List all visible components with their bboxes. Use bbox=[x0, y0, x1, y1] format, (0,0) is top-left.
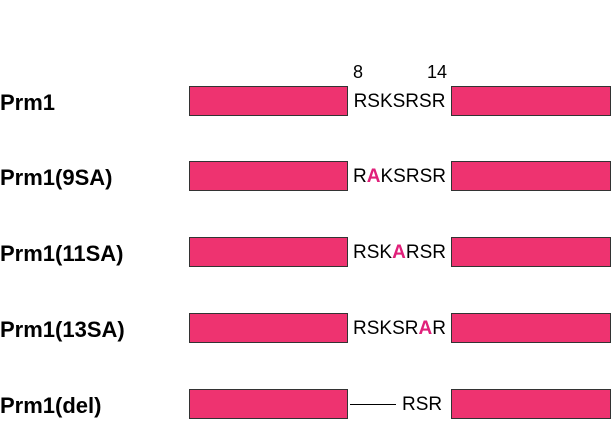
construct-label: Prm1(11SA) bbox=[0, 241, 124, 266]
sequence-text: RSKSRAR bbox=[348, 317, 451, 341]
sequence-segment: RSK bbox=[353, 242, 393, 263]
construct-row-prm1-9sa: Prm1(9SA) RAKSRSR bbox=[0, 161, 611, 195]
protein-segment-right bbox=[451, 237, 611, 267]
construct-row-prm1-13sa: Prm1(13SA) RSKSRAR bbox=[0, 313, 611, 347]
sequence-segment: RSKSRSR bbox=[353, 91, 446, 112]
sequence-text: RAKSRSR bbox=[348, 165, 451, 189]
mutated-residue: A bbox=[418, 318, 433, 339]
sequence-segment: RSR bbox=[405, 242, 446, 263]
position-label-start: 8 bbox=[353, 62, 364, 82]
mutated-residue: A bbox=[392, 242, 406, 263]
construct-label: Prm1(13SA) bbox=[0, 317, 125, 342]
protein-segment-left bbox=[189, 86, 348, 116]
protein-segment-left bbox=[189, 313, 348, 343]
remaining-sequence: RSR bbox=[402, 394, 443, 415]
protein-segment-left bbox=[189, 161, 348, 191]
sequence-segment: R bbox=[432, 318, 446, 339]
protein-segment-right bbox=[451, 389, 611, 419]
sequence-segment: RSKSR bbox=[353, 318, 419, 339]
construct-label: Prm1(9SA) bbox=[0, 165, 113, 190]
construct-row-prm1: Prm1 RSKSRSR bbox=[0, 86, 611, 120]
construct-label: Prm1 bbox=[0, 90, 56, 115]
position-label-end: 14 bbox=[427, 62, 448, 82]
mutated-residue: A bbox=[366, 166, 381, 187]
construct-row-prm1-del: Prm1(del) RSR bbox=[0, 389, 611, 423]
construct-row-prm1-11sa: Prm1(11SA) RSKARSR bbox=[0, 237, 611, 271]
sequence-text: RSKARSR bbox=[348, 241, 451, 265]
sequence-segment: KSRSR bbox=[380, 166, 446, 187]
sequence-segment: R bbox=[353, 166, 367, 187]
protein-segment-left bbox=[189, 389, 348, 419]
sequence-text: RSKSRSR bbox=[348, 90, 451, 114]
construct-label: Prm1(del) bbox=[0, 393, 102, 418]
protein-segment-right bbox=[451, 161, 611, 191]
deletion-line bbox=[350, 404, 396, 405]
protein-segment-right bbox=[451, 313, 611, 343]
protein-segment-right bbox=[451, 86, 611, 116]
protein-segment-left bbox=[189, 237, 348, 267]
